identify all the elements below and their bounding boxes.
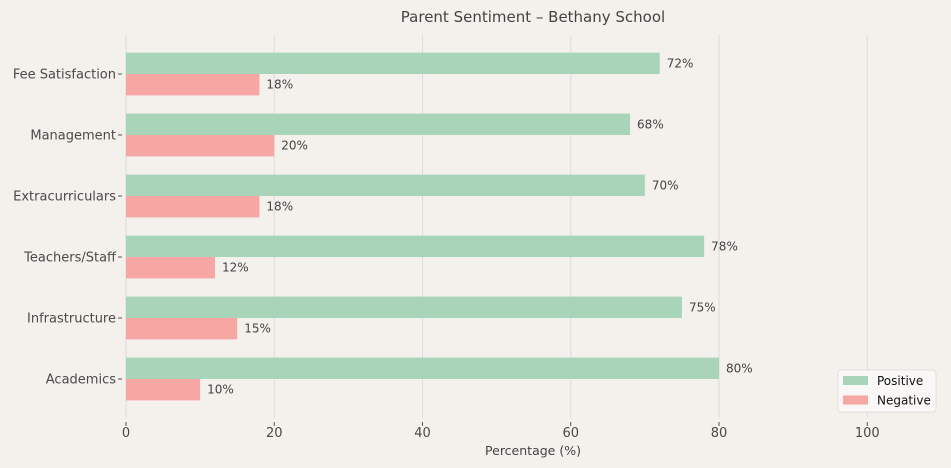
data-label: 68%	[637, 117, 664, 131]
data-label: 80%	[726, 361, 753, 375]
y-tick-label: Academics	[46, 373, 116, 388]
bar-positive	[126, 357, 719, 379]
bar-positive	[126, 235, 705, 257]
data-label: 75%	[689, 300, 716, 314]
bar-positive	[126, 174, 645, 196]
data-label: 70%	[652, 178, 679, 192]
data-label: 18%	[266, 200, 293, 214]
bar-negative	[126, 74, 260, 96]
x-tick-label: 80	[711, 426, 728, 441]
bar-negative	[126, 196, 260, 218]
data-label: 10%	[207, 383, 234, 397]
bar-positive	[126, 113, 631, 135]
grid	[125, 35, 868, 418]
y-tick-label: Management	[30, 129, 116, 144]
bar-negative	[126, 318, 238, 340]
x-tick-label: 0	[122, 426, 130, 441]
legend-label-positive: Positive	[877, 374, 923, 388]
data-label: 20%	[281, 139, 308, 153]
data-label: 72%	[667, 56, 694, 70]
legend-swatch-negative	[843, 395, 868, 405]
legend-label-negative: Negative	[877, 394, 931, 408]
y-tick-label: Extracurriculars	[13, 190, 116, 205]
data-label: 15%	[244, 322, 271, 336]
y-tick-label: Teachers/Staff	[23, 251, 117, 266]
bar-negative	[126, 135, 275, 157]
y-axis: Academics Infrastructure Teachers/Staff Ext…	[13, 68, 122, 388]
chart-title: Parent Sentiment – Bethany School	[401, 8, 665, 26]
y-tick-label: Infrastructure	[27, 312, 116, 327]
data-label: 18%	[266, 78, 293, 92]
data-label: 78%	[711, 239, 738, 253]
x-tick-label: 100	[855, 426, 880, 441]
x-axis: 0 20 40 60 80 100	[122, 422, 880, 441]
bars: 80% 10% 75% 15% 78% 12% 70% 18% 68% 20% 72% 18%	[126, 52, 753, 401]
legend: Positive Negative	[837, 369, 937, 413]
x-tick-label: 20	[266, 426, 283, 441]
x-tick-label: 60	[562, 426, 579, 441]
bar-positive	[126, 296, 682, 318]
y-tick-label: Fee Satisfaction	[13, 68, 116, 83]
data-label: 12%	[222, 261, 249, 275]
bar-positive	[126, 52, 660, 74]
x-tick-label: 40	[414, 426, 431, 441]
x-axis-label: Percentage (%)	[485, 443, 581, 458]
bar-negative	[126, 379, 201, 401]
legend-swatch-positive	[843, 376, 868, 385]
bar-negative	[126, 257, 215, 279]
